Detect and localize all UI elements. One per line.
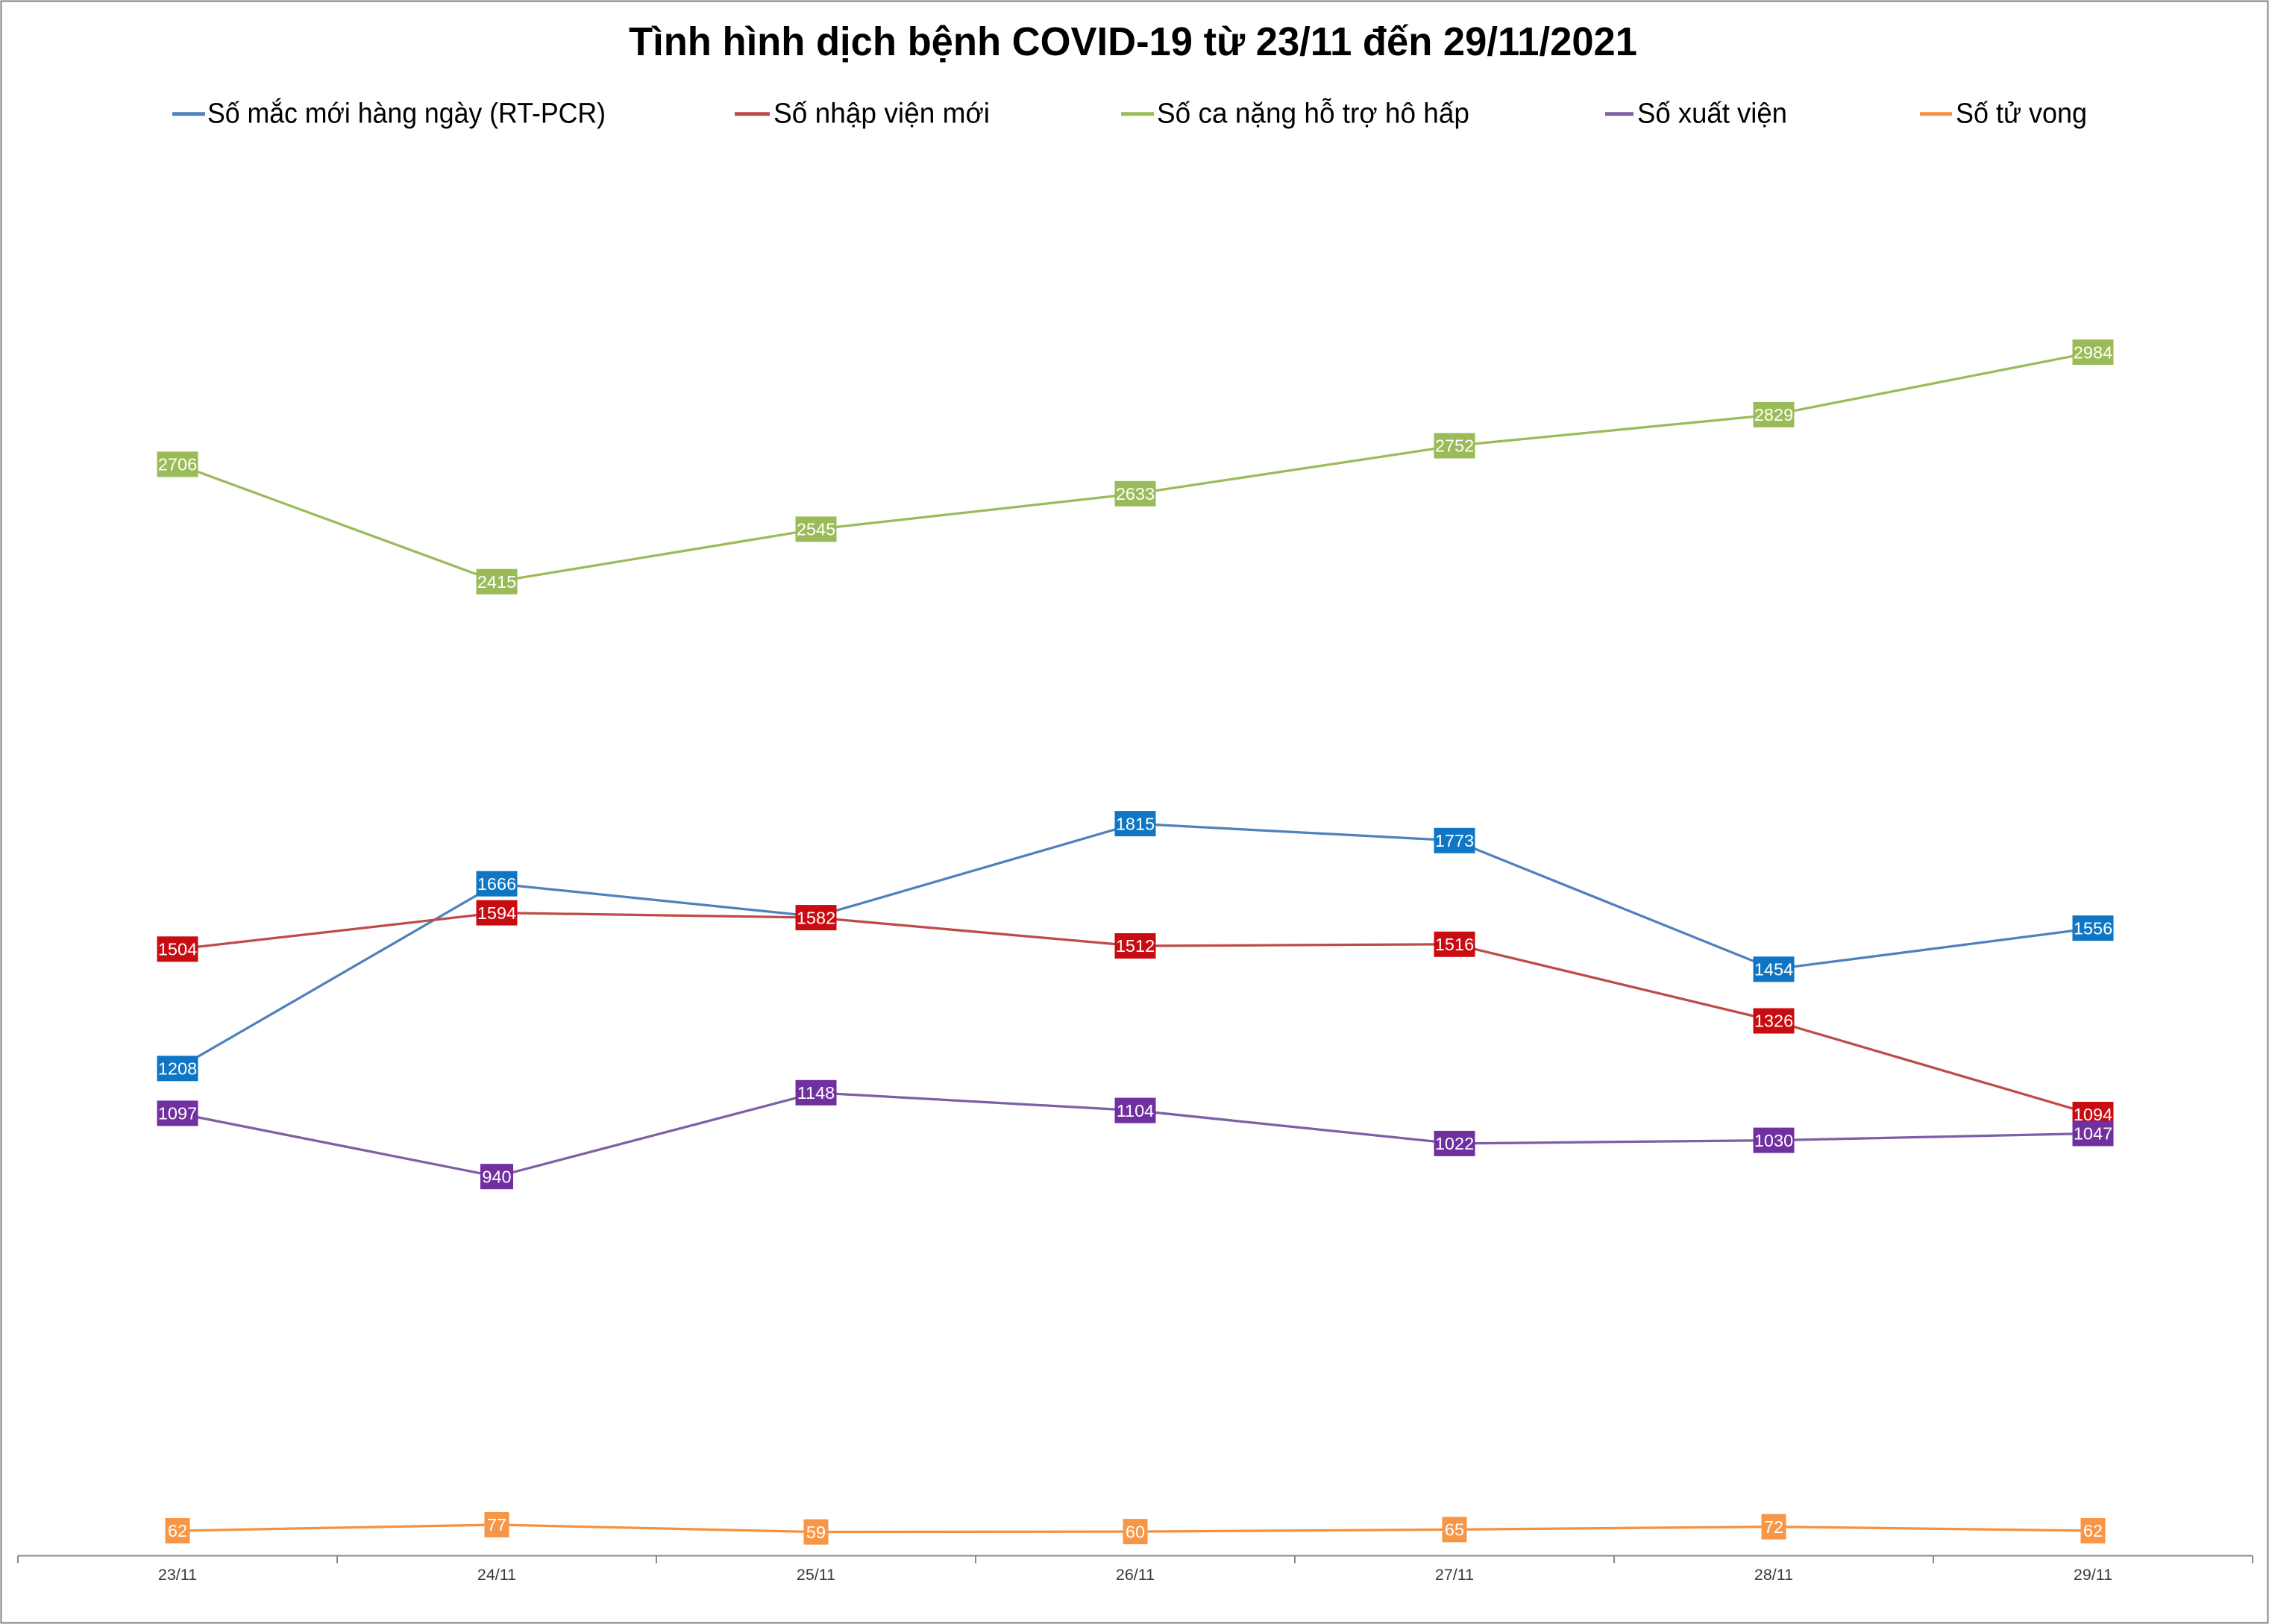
- svg-text:2984: 2984: [2074, 342, 2112, 362]
- svg-text:Số xuất viện: Số xuất viện: [1637, 98, 1787, 130]
- svg-text:Tình hình dịch bệnh COVID-19 t: Tình hình dịch bệnh COVID-19 từ 23/11 đế…: [629, 19, 1637, 64]
- svg-text:1104: 1104: [1117, 1101, 1155, 1120]
- svg-text:23/11: 23/11: [158, 1566, 197, 1584]
- svg-text:Số tử vong: Số tử vong: [1956, 98, 2087, 130]
- svg-text:1047: 1047: [2074, 1124, 2112, 1144]
- svg-text:2752: 2752: [1435, 436, 1474, 456]
- svg-text:1326: 1326: [1754, 1012, 1793, 1031]
- svg-text:27/11: 27/11: [1435, 1566, 1474, 1584]
- svg-text:1208: 1208: [158, 1059, 197, 1079]
- svg-text:1454: 1454: [1754, 960, 1793, 979]
- svg-text:2706: 2706: [158, 455, 197, 474]
- svg-text:2829: 2829: [1754, 405, 1793, 424]
- svg-text:59: 59: [806, 1523, 826, 1542]
- svg-text:65: 65: [1445, 1520, 1464, 1540]
- svg-text:1097: 1097: [158, 1104, 197, 1123]
- svg-text:1582: 1582: [797, 908, 835, 927]
- svg-text:1030: 1030: [1754, 1131, 1793, 1150]
- svg-text:72: 72: [1764, 1517, 1783, 1537]
- svg-text:77: 77: [487, 1515, 506, 1534]
- svg-text:62: 62: [168, 1521, 187, 1540]
- svg-text:26/11: 26/11: [1116, 1566, 1155, 1584]
- svg-text:2415: 2415: [477, 572, 516, 592]
- svg-text:1594: 1594: [477, 903, 516, 923]
- svg-text:940: 940: [482, 1167, 511, 1186]
- svg-text:62: 62: [2083, 1521, 2103, 1540]
- svg-text:25/11: 25/11: [797, 1566, 835, 1584]
- svg-text:Số mắc mới hàng ngày (RT-PCR): Số mắc mới hàng ngày (RT-PCR): [207, 98, 606, 130]
- svg-text:1815: 1815: [1116, 814, 1155, 833]
- svg-text:24/11: 24/11: [477, 1566, 516, 1584]
- svg-text:1666: 1666: [477, 874, 516, 894]
- svg-text:Số nhập viện mới: Số nhập viện mới: [773, 98, 990, 130]
- svg-text:1556: 1556: [2074, 918, 2112, 938]
- svg-text:29/11: 29/11: [2074, 1566, 2112, 1584]
- svg-text:1148: 1148: [797, 1083, 835, 1103]
- svg-text:60: 60: [1126, 1522, 1145, 1541]
- svg-text:Số ca nặng hỗ trợ hô hấp: Số ca nặng hỗ trợ hô hấp: [1157, 98, 1469, 130]
- svg-text:2633: 2633: [1116, 484, 1155, 504]
- svg-text:1516: 1516: [1435, 935, 1474, 954]
- svg-text:28/11: 28/11: [1754, 1566, 1793, 1584]
- svg-text:1504: 1504: [158, 940, 197, 959]
- svg-text:1773: 1773: [1435, 831, 1474, 850]
- svg-text:1512: 1512: [1116, 936, 1155, 956]
- svg-text:2545: 2545: [797, 520, 835, 539]
- svg-text:1022: 1022: [1435, 1134, 1474, 1153]
